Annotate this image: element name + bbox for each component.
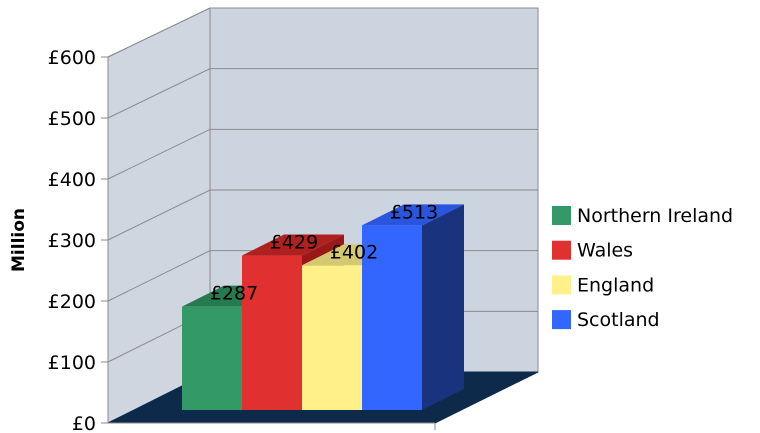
bar-front-face xyxy=(182,306,242,410)
gridline xyxy=(107,128,538,180)
data-label: £513 xyxy=(390,201,438,223)
legend-swatch xyxy=(552,275,571,295)
data-label: £429 xyxy=(270,232,318,254)
y-tick-label: £200 xyxy=(48,291,96,313)
gridline xyxy=(107,7,538,58)
bar-top-face xyxy=(242,234,344,256)
y-tick-label: £300 xyxy=(48,230,96,252)
data-labels: £287 £429 £402 £513 xyxy=(210,201,438,304)
legend-swatch xyxy=(552,310,571,330)
y-axis-title: Million xyxy=(9,208,29,272)
y-tick-labels: £0 £100 £200 £300 £400 £500 £600 xyxy=(48,47,108,433)
y-tick-label: £600 xyxy=(48,47,96,69)
legend-label: Wales xyxy=(577,240,633,262)
legend: Northern Ireland Wales England Scotland xyxy=(552,205,733,331)
legend-swatch xyxy=(552,240,571,260)
bar-top-face xyxy=(362,204,464,226)
y-tick-label: £400 xyxy=(48,169,96,191)
bar-front-face xyxy=(302,265,362,410)
gridline xyxy=(107,68,538,119)
bars xyxy=(182,204,464,410)
data-label: £287 xyxy=(210,283,258,305)
gridline xyxy=(107,189,538,241)
bar-side-face xyxy=(422,204,464,410)
legend-swatch xyxy=(552,206,571,225)
y-tick-label: £100 xyxy=(48,352,96,374)
bar-scotland xyxy=(362,204,464,410)
y-tick-label: £0 xyxy=(72,413,96,433)
legend-label: England xyxy=(577,274,654,296)
bar-front-face xyxy=(362,225,422,410)
data-label: £402 xyxy=(330,241,378,263)
y-tick-label: £500 xyxy=(48,108,96,130)
legend-label: Northern Ireland xyxy=(577,205,733,227)
legend-label: Scotland xyxy=(577,309,660,331)
bar-front-face xyxy=(242,255,302,410)
